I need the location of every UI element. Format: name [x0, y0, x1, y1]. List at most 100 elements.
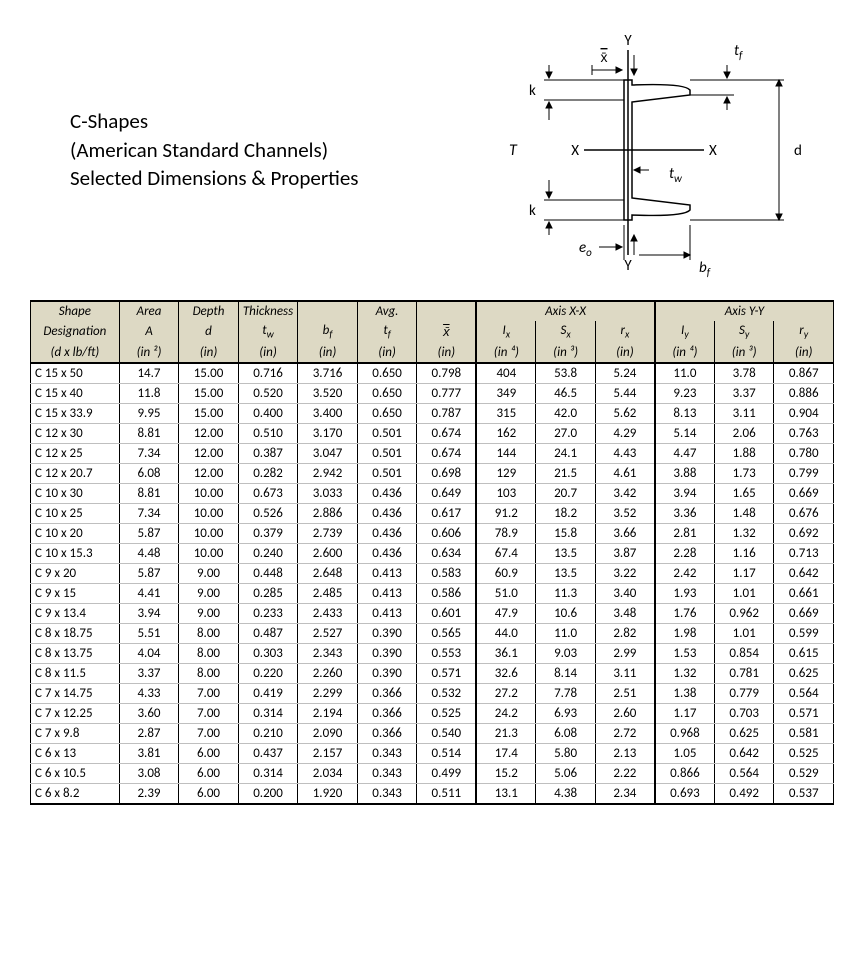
h-Sx: Sx: [536, 321, 596, 343]
cell: 32.6: [476, 663, 536, 683]
label-Y-bot: Y: [624, 257, 632, 275]
cell: 6.08: [536, 723, 596, 743]
cell: 0.413: [357, 563, 417, 583]
cell: 2.600: [298, 543, 358, 563]
cell: 0.781: [714, 663, 774, 683]
cell: 0.867: [774, 363, 834, 384]
cell: 0.343: [357, 743, 417, 763]
cell: 4.48: [119, 543, 179, 563]
cell: 3.87: [595, 543, 655, 563]
cell: 3.78: [714, 363, 774, 384]
cell: 0.487: [238, 623, 298, 643]
cell: 3.170: [298, 423, 358, 443]
h-bf: bf: [298, 321, 358, 343]
cell: 1.73: [714, 463, 774, 483]
label-X-right: X: [709, 142, 717, 160]
cell: 0.525: [774, 743, 834, 763]
cell: 2.527: [298, 623, 358, 643]
cell: 24.1: [536, 443, 596, 463]
h-blank2: [417, 301, 477, 321]
cell: 0.617: [417, 503, 477, 523]
cell: 9.00: [179, 583, 239, 603]
cell: 0.379: [238, 523, 298, 543]
label-k-bot: k: [529, 202, 536, 220]
cell: 0.564: [774, 683, 834, 703]
cell: 3.520: [298, 383, 358, 403]
table-row: C 9 x 205.879.000.4482.6480.4130.58360.9…: [31, 563, 834, 583]
top-section: C-Shapes (American Standard Channels) Se…: [30, 20, 834, 280]
cell: 9.03: [536, 643, 596, 663]
cell: 2.42: [655, 563, 715, 583]
cell: 0.210: [238, 723, 298, 743]
cell: 2.343: [298, 643, 358, 663]
cell: 44.0: [476, 623, 536, 643]
table-body: C 15 x 5014.715.000.7163.7160.6500.79840…: [31, 363, 834, 804]
cell: 6.08: [119, 463, 179, 483]
title-block: C-Shapes (American Standard Channels) Se…: [30, 107, 474, 192]
cell: 9.00: [179, 603, 239, 623]
table-row: C 12 x 20.76.0812.000.2822.9420.5010.698…: [31, 463, 834, 483]
cell: 0.366: [357, 723, 417, 743]
cell: 4.38: [536, 783, 596, 804]
cell: 2.157: [298, 743, 358, 763]
h-in-tf: (in): [357, 343, 417, 363]
cell: 24.2: [476, 703, 536, 723]
h-Iy: Iy: [655, 321, 715, 343]
cell: 0.649: [417, 483, 477, 503]
cell: 0.436: [357, 483, 417, 503]
label-tf: tf: [734, 42, 743, 62]
cell: 0.343: [357, 763, 417, 783]
cell: 1.88: [714, 443, 774, 463]
cell: 13.5: [536, 563, 596, 583]
cell: 103: [476, 483, 536, 503]
cell: 7.34: [119, 503, 179, 523]
cell: 0.285: [238, 583, 298, 603]
cell: 0.537: [774, 783, 834, 804]
cell: 1.01: [714, 623, 774, 643]
cell: 3.37: [714, 383, 774, 403]
cell: 0.571: [774, 703, 834, 723]
cell: 3.94: [119, 603, 179, 623]
cell: 20.7: [536, 483, 596, 503]
cell: 0.586: [417, 583, 477, 603]
cell: 0.437: [238, 743, 298, 763]
cell: C 9 x 13.4: [31, 603, 120, 623]
cell: 0.540: [417, 723, 477, 743]
cell: 8.00: [179, 643, 239, 663]
cell: 0.968: [655, 723, 715, 743]
cell: 2.648: [298, 563, 358, 583]
label-tw: tw: [669, 165, 683, 185]
cell: 3.37: [119, 663, 179, 683]
cell: 36.1: [476, 643, 536, 663]
cell: 2.39: [119, 783, 179, 804]
h-blank1: [298, 301, 358, 321]
h-in-ry: (in): [774, 343, 834, 363]
cell: 3.033: [298, 483, 358, 503]
cell: C 15 x 50: [31, 363, 120, 384]
cell: 0.676: [774, 503, 834, 523]
h-in3y: (in ³): [714, 343, 774, 363]
cell: 0.314: [238, 703, 298, 723]
cell: 60.9: [476, 563, 536, 583]
cell: 0.669: [774, 603, 834, 623]
cell: 67.4: [476, 543, 536, 563]
cell: 8.14: [536, 663, 596, 683]
label-xbar: x̄: [601, 49, 608, 66]
cell: 14.7: [119, 363, 179, 384]
table-row: C 10 x 257.3410.000.5262.8860.4360.61791…: [31, 503, 834, 523]
cell: 6.00: [179, 763, 239, 783]
cell: 4.61: [595, 463, 655, 483]
cell: 8.00: [179, 623, 239, 643]
cell: 0.703: [714, 703, 774, 723]
cell: 0.501: [357, 423, 417, 443]
cell: 0.390: [357, 643, 417, 663]
cell: 1.98: [655, 623, 715, 643]
cell: 0.625: [714, 723, 774, 743]
cell: 0.799: [774, 463, 834, 483]
cell: 0.615: [774, 643, 834, 663]
h-thickness: Thickness: [238, 301, 298, 321]
cell: 4.43: [595, 443, 655, 463]
table-row: C 7 x 12.253.607.000.3142.1940.3660.5252…: [31, 703, 834, 723]
cell: 0.634: [417, 543, 477, 563]
cell: 1.17: [655, 703, 715, 723]
